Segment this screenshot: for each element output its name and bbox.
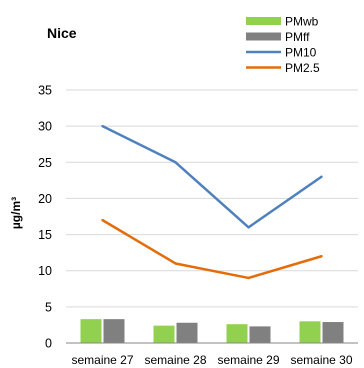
- legend-swatch: [246, 32, 281, 41]
- y-tick-label: 0: [45, 337, 52, 351]
- bar: [103, 319, 125, 343]
- bar: [226, 324, 248, 343]
- bar: [249, 326, 271, 343]
- chart-title: Nice: [47, 25, 77, 41]
- y-tick-label: 35: [38, 84, 52, 98]
- x-axis-ticks: semaine 27 semaine 28 semaine 29 semaine 30: [71, 353, 352, 367]
- line-point: [320, 175, 323, 178]
- line-point: [320, 255, 323, 258]
- bar: [80, 319, 102, 343]
- legend-swatch: [246, 17, 281, 25]
- series-line: [101, 219, 322, 280]
- line-point: [174, 161, 177, 164]
- series-line: [101, 125, 323, 229]
- y-tick-label: 15: [38, 228, 52, 242]
- bar: [299, 321, 321, 343]
- bar-series: [80, 319, 344, 343]
- bar: [153, 325, 175, 343]
- line-point: [247, 226, 250, 229]
- line-point: [174, 262, 177, 265]
- bar: [322, 322, 344, 343]
- x-tick-label: semaine 28: [144, 353, 206, 367]
- y-tick-label: 25: [38, 156, 52, 170]
- y-tick-label: 20: [38, 192, 52, 206]
- y-axis-ticks: 0 5 10 15 20 25 30 35: [38, 84, 52, 351]
- x-tick-label: semaine 29: [217, 353, 279, 367]
- y-tick-label: 30: [38, 120, 52, 134]
- y-axis-label: µg/m³: [9, 197, 23, 229]
- x-tick-label: semaine 30: [290, 353, 352, 367]
- legend-label: PM2.5: [285, 61, 320, 75]
- line-point: [101, 124, 104, 128]
- legend-label: PM10: [285, 46, 317, 60]
- line-series: [101, 124, 323, 280]
- line-point: [247, 276, 250, 280]
- bar: [176, 322, 198, 343]
- legend-label: PMff: [285, 30, 310, 44]
- x-tick-label: semaine 27: [71, 353, 133, 367]
- y-tick-label: 5: [45, 300, 52, 314]
- line-point: [101, 218, 104, 222]
- gridlines: [66, 89, 358, 308]
- y-tick-label: 10: [38, 264, 52, 278]
- legend-label: PMwb: [285, 15, 319, 29]
